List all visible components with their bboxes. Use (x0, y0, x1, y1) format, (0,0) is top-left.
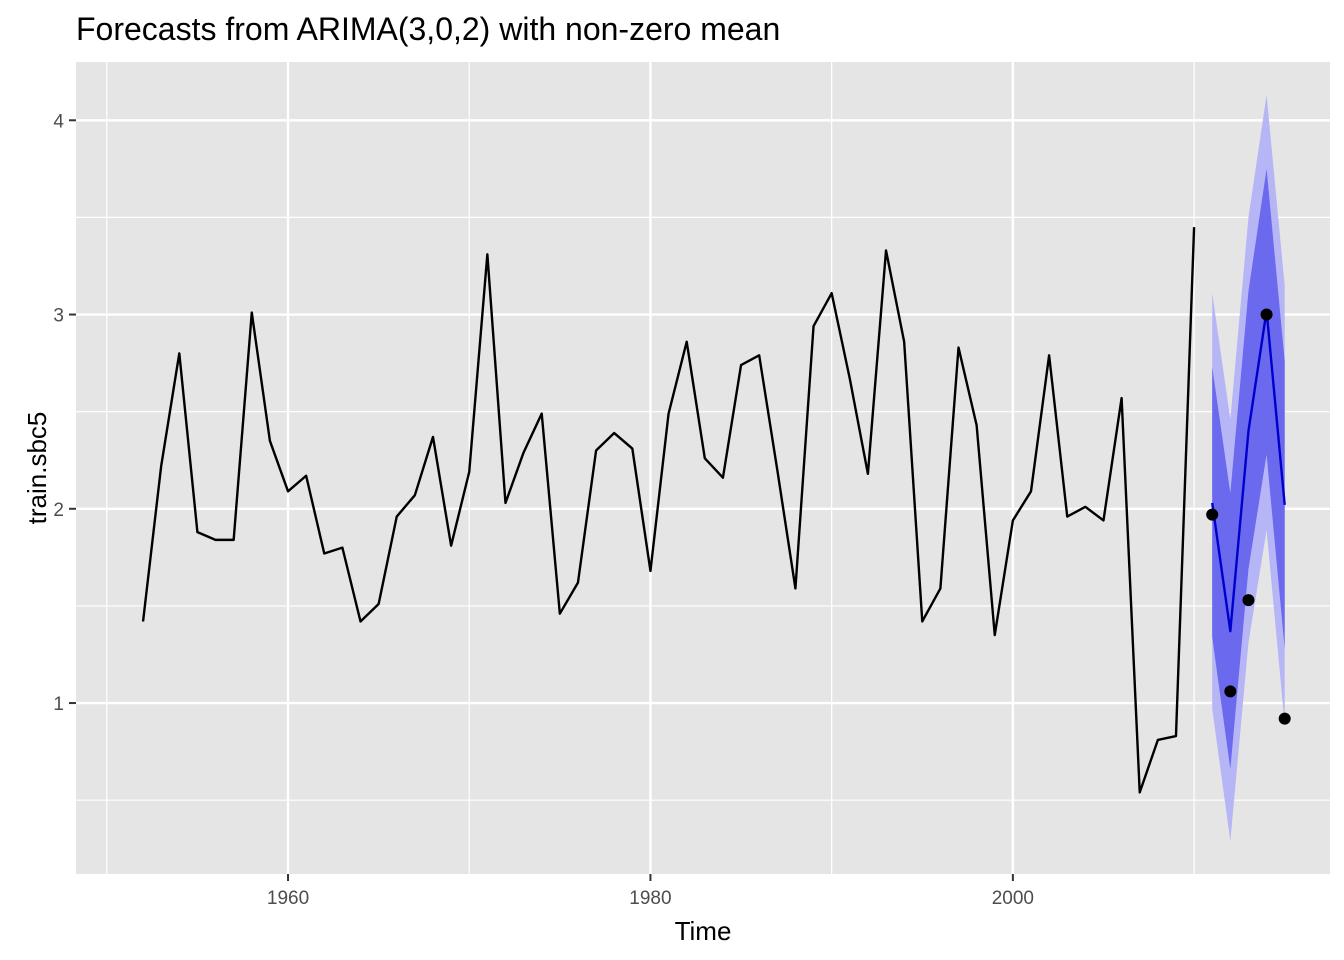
y-tick-label: 4 (53, 111, 64, 132)
test-point (1242, 594, 1255, 607)
x-axis: 1960 1980 2000 (267, 874, 1034, 909)
y-tick-label: 2 (53, 500, 64, 521)
chart-title: Forecasts from ARIMA(3,0,2) with non-zer… (76, 11, 780, 47)
y-axis: 1 2 3 4 (53, 111, 76, 715)
x-tick-label: 2000 (992, 888, 1034, 909)
x-axis-title: Time (675, 916, 732, 946)
test-point (1260, 308, 1273, 321)
test-point (1224, 685, 1237, 698)
test-points (1206, 308, 1291, 725)
series-lines (141, 227, 1286, 794)
y-tick-label: 1 (53, 694, 64, 715)
minor-gridlines (76, 62, 1330, 874)
plot-panel (76, 62, 1330, 874)
x-tick-label: 1960 (267, 888, 309, 909)
test-point (1278, 712, 1291, 725)
y-axis-title: train.sbc5 (22, 412, 52, 525)
forecast-mean-line (1211, 309, 1286, 633)
y-tick-label: 3 (53, 306, 64, 327)
history-line (141, 227, 1196, 794)
major-gridlines (76, 62, 1330, 874)
test-point (1206, 508, 1219, 521)
x-tick-label: 1980 (629, 888, 671, 909)
